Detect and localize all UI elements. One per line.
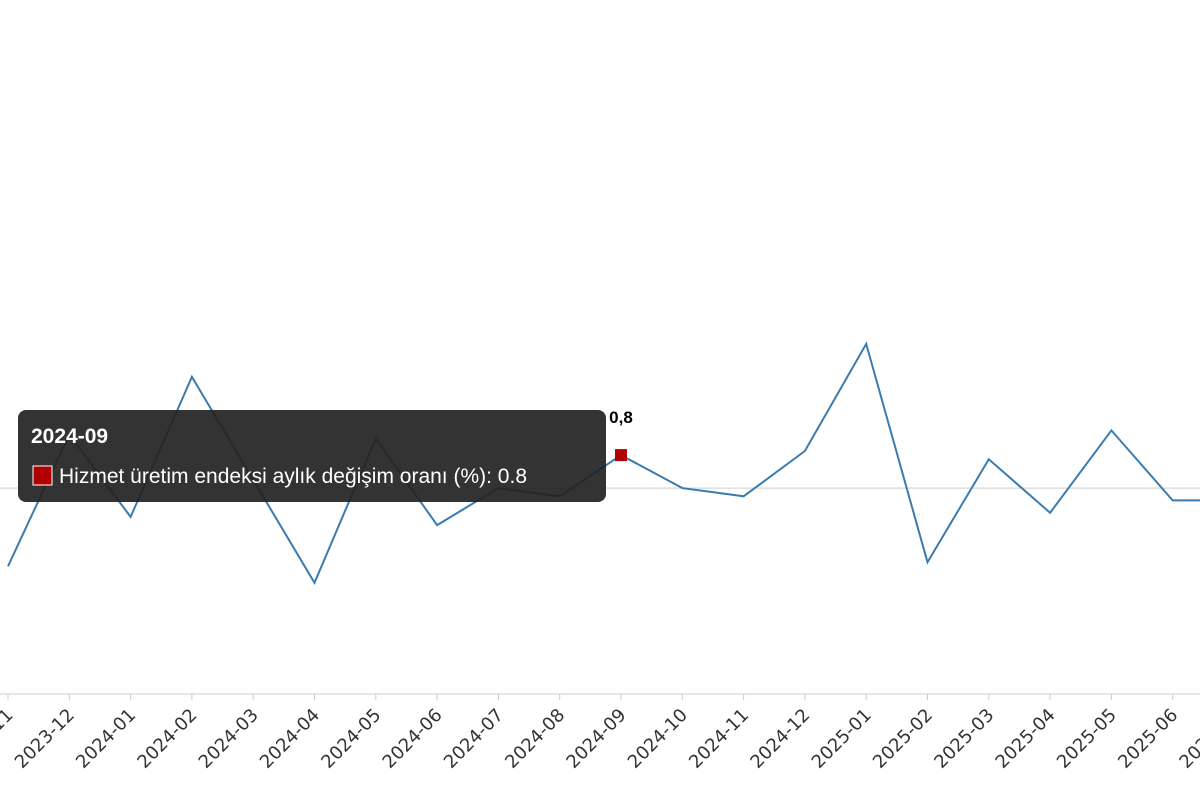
x-tick-label: 2024-05 <box>317 705 385 773</box>
tooltip-text: Hizmet üretim endeksi aylık değişim oran… <box>59 465 527 488</box>
x-tick-label: 2025-04 <box>992 705 1060 773</box>
x-tick-label: 2024-04 <box>256 705 324 773</box>
x-tick-label: 2024-01 <box>72 705 140 773</box>
x-tick-label: 2024-03 <box>195 705 263 773</box>
tooltip-swatch <box>32 465 53 486</box>
x-tick-label: 2024-08 <box>501 705 569 773</box>
x-tick-label: 2024-12 <box>746 705 814 773</box>
x-tick-label: 2025-01 <box>808 705 876 773</box>
x-tick-label: 2025-07 <box>1175 705 1200 773</box>
highlight-marker <box>615 449 627 462</box>
x-tick-label: 2024-07 <box>440 705 508 773</box>
x-tick-label: 2024-11 <box>685 705 753 773</box>
x-tick-label: 2024-10 <box>624 705 692 773</box>
tooltip-title: 2024-09 <box>31 425 108 448</box>
x-tick-label: 2024-09 <box>562 705 630 773</box>
x-tick-label: 2024-02 <box>133 705 201 773</box>
x-tick-label: 2025-06 <box>1114 705 1182 773</box>
x-tick-label: 2023-12 <box>11 705 79 773</box>
data-label: 0,8 <box>609 408 633 427</box>
x-tick-label: 2025-03 <box>930 705 998 773</box>
x-tick-label: 2025-02 <box>869 705 937 773</box>
tooltip: 2024-09 Hizmet üretim endeksi aylık değiş… <box>18 410 606 502</box>
x-tick-label: 2025-05 <box>1053 705 1121 773</box>
x-tick-label: 2024-06 <box>379 705 447 773</box>
tooltip-box <box>18 410 606 502</box>
